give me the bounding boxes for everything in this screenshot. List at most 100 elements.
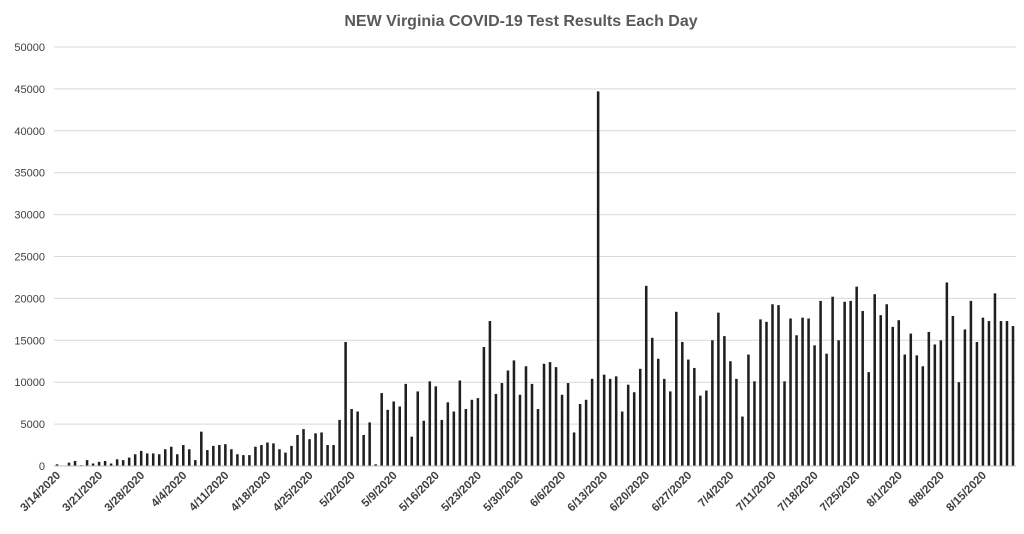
bar [374,464,377,466]
y-tick-label: 50000 [14,42,45,54]
x-tick-label: 4/25/2020 [271,470,316,515]
bar [861,310,864,466]
x-tick-label: 4/18/2020 [229,470,274,515]
bar [638,368,642,466]
x-tick-label: 8/8/2020 [907,470,947,510]
bar [819,300,822,466]
bar [560,394,564,466]
bar [885,304,888,466]
bar [813,345,816,466]
bar [939,340,943,466]
bar [368,422,371,466]
bar [873,294,876,466]
bar [296,434,299,466]
bar [157,454,161,466]
bar [518,394,522,466]
bar [380,393,383,466]
bar [548,362,552,466]
bar [446,402,450,466]
bar [729,361,732,466]
bar [169,446,173,466]
x-tick-label: 5/2/2020 [318,470,358,510]
y-tick-label: 10000 [14,377,45,389]
x-tick-label: 5/30/2020 [481,470,526,515]
bar [55,464,59,466]
bar [103,460,107,466]
bar [97,461,101,466]
chart-title: NEW Virginia COVID-19 Test Results Each … [344,13,697,30]
y-tick-label: 0 [39,461,45,473]
bar [963,329,967,466]
bars [55,91,1015,466]
bar [765,321,768,466]
bar [133,454,137,466]
x-tick-label: 8/15/2020 [944,470,989,515]
bar [759,319,762,466]
bar [73,460,77,466]
x-tick-label: 6/6/2020 [528,470,568,510]
bar [783,381,786,466]
bar [626,384,630,466]
x-tick-label: 3/28/2020 [103,470,148,515]
bar [326,445,329,466]
bar [512,360,516,466]
bar [121,460,125,466]
y-tick-label: 5000 [21,419,45,431]
gridlines [54,46,1016,425]
bar [945,282,949,466]
bar [206,450,209,466]
y-tick-label: 15000 [14,335,45,347]
bar [753,381,756,466]
bar [542,363,546,466]
bar [693,367,696,466]
x-tick-label: 5/23/2020 [439,470,484,515]
bar [656,358,660,466]
bar [422,420,426,466]
bar [115,459,119,466]
bar [151,453,155,466]
x-tick-label: 7/25/2020 [818,470,863,515]
bar [212,445,215,466]
bar [356,411,359,466]
bar [644,285,648,466]
bar [777,305,780,466]
y-axis-ticks: 0 5000 10000 15000 20000 25000 30000 35000 40000… [14,42,45,473]
y-tick-label: 25000 [14,252,45,264]
bar [524,366,528,466]
bar [566,383,570,466]
x-tick-label: 7/11/2020 [734,470,778,514]
bar [500,383,504,466]
x-tick-label: 4/11/2020 [187,470,231,514]
bar [957,382,961,466]
bar [194,460,197,466]
bar [338,419,341,466]
bar [260,445,263,466]
bar [440,419,444,466]
bar [590,378,594,466]
bar [506,370,510,466]
bar [362,434,365,466]
x-tick-label: 3/14/2020 [18,470,63,515]
x-tick-label: 7/4/2020 [696,470,736,510]
bar [554,367,558,466]
bar [242,455,245,466]
bar [572,432,576,466]
bar [705,390,708,466]
bar [175,454,179,466]
bar [771,304,774,466]
bar [488,321,492,466]
bar [669,391,672,466]
bar [608,378,612,466]
bar [999,321,1003,466]
bar [855,286,858,466]
y-tick-label: 35000 [14,168,45,180]
bar [464,409,468,466]
x-tick-label: 6/13/2020 [566,470,611,515]
bar [867,372,870,466]
bar [434,386,438,466]
bar [85,460,89,466]
bar [200,431,203,466]
y-tick-label: 40000 [14,126,45,138]
